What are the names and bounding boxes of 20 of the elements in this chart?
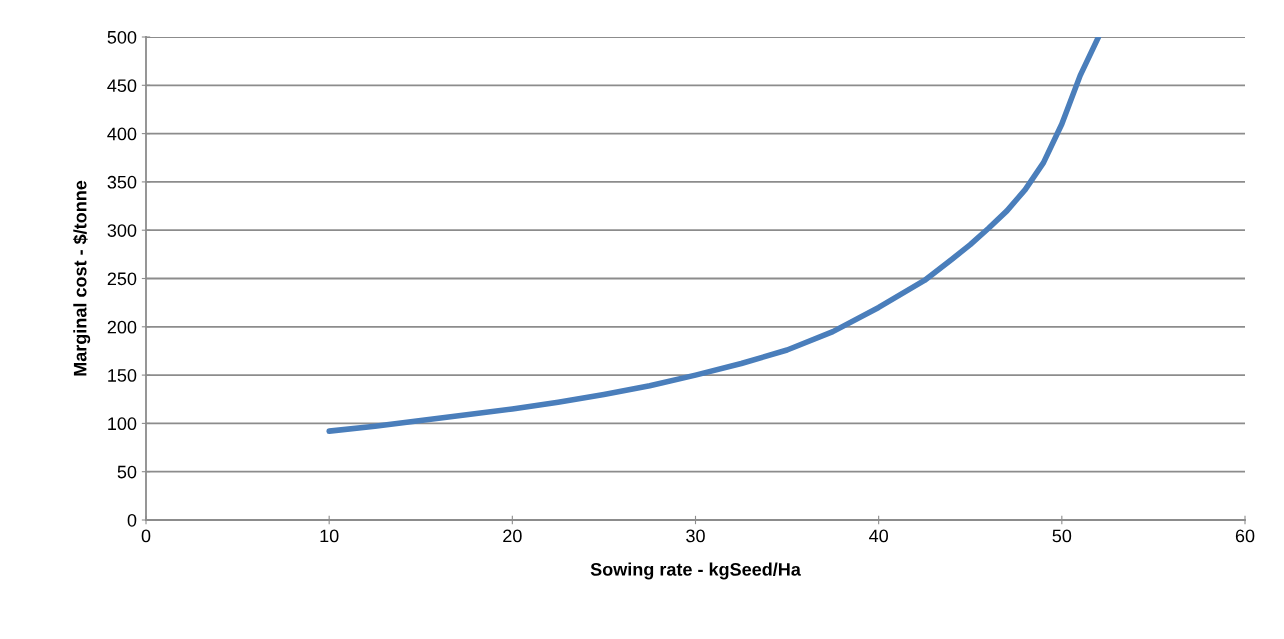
y-tick-label: 0 — [127, 513, 137, 527]
x-axis-title: Sowing rate - kgSeed/Ha — [590, 562, 801, 580]
y-tick-label: 400 — [107, 127, 137, 141]
y-tick-label: 100 — [108, 417, 137, 431]
y-tick-label: 300 — [107, 224, 137, 237]
x-tick-label: 20 — [503, 529, 522, 543]
y-tick-label: 450 — [107, 79, 137, 93]
y-axis-title: Marginal cost - $/tonne — [72, 180, 91, 376]
x-tick-label: 0 — [141, 529, 151, 543]
y-tick-label: 500 — [107, 30, 137, 44]
y-tick-label: 200 — [107, 320, 137, 334]
x-tick-label: 40 — [869, 529, 888, 543]
x-tick-label: 30 — [686, 529, 705, 543]
y-tick-label: 50 — [117, 465, 137, 479]
y-tick-label: 150 — [108, 369, 137, 382]
y-tick-label: 350 — [107, 175, 137, 189]
y-tick-label: 250 — [107, 272, 137, 286]
x-tick-label: 50 — [1052, 529, 1072, 543]
x-tick-label: 10 — [320, 529, 339, 543]
x-tick-label: 60 — [1235, 529, 1255, 543]
